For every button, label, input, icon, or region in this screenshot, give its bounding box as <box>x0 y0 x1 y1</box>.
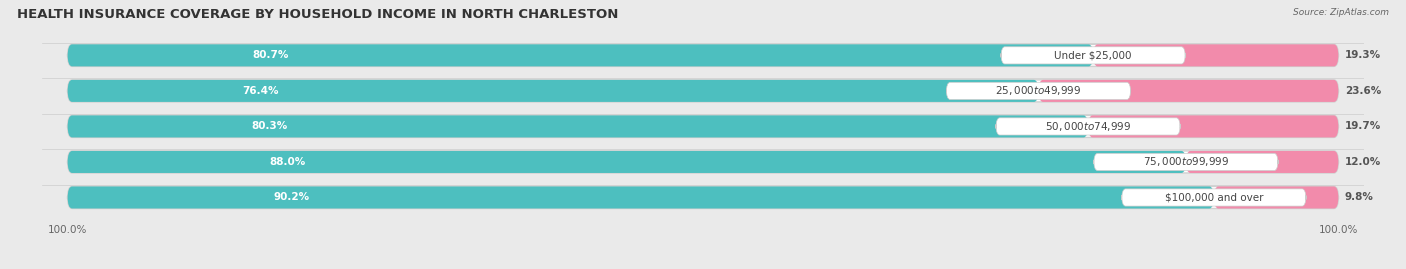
FancyBboxPatch shape <box>67 151 1339 173</box>
FancyBboxPatch shape <box>995 118 1180 135</box>
Text: 90.2%: 90.2% <box>274 193 311 203</box>
FancyBboxPatch shape <box>67 80 1039 102</box>
Text: 88.0%: 88.0% <box>269 157 305 167</box>
FancyBboxPatch shape <box>67 80 1339 102</box>
FancyBboxPatch shape <box>67 151 1185 173</box>
Text: $25,000 to $49,999: $25,000 to $49,999 <box>995 84 1081 97</box>
FancyBboxPatch shape <box>1185 151 1339 173</box>
FancyBboxPatch shape <box>1213 186 1339 208</box>
Text: 19.7%: 19.7% <box>1344 121 1381 132</box>
Text: 80.7%: 80.7% <box>252 50 288 60</box>
Text: 23.6%: 23.6% <box>1344 86 1381 96</box>
FancyBboxPatch shape <box>946 82 1130 100</box>
Text: 19.3%: 19.3% <box>1344 50 1381 60</box>
Legend: With Coverage, Without Coverage: With Coverage, Without Coverage <box>593 268 813 269</box>
Text: Source: ZipAtlas.com: Source: ZipAtlas.com <box>1294 8 1389 17</box>
Text: 80.3%: 80.3% <box>252 121 288 132</box>
Text: $50,000 to $74,999: $50,000 to $74,999 <box>1045 120 1132 133</box>
Text: 9.8%: 9.8% <box>1344 193 1374 203</box>
FancyBboxPatch shape <box>67 44 1339 66</box>
FancyBboxPatch shape <box>1094 153 1278 171</box>
FancyBboxPatch shape <box>1088 115 1339 137</box>
Text: HEALTH INSURANCE COVERAGE BY HOUSEHOLD INCOME IN NORTH CHARLESTON: HEALTH INSURANCE COVERAGE BY HOUSEHOLD I… <box>17 8 619 21</box>
Text: Under $25,000: Under $25,000 <box>1054 50 1132 60</box>
FancyBboxPatch shape <box>1001 47 1185 64</box>
FancyBboxPatch shape <box>67 115 1339 137</box>
Text: 12.0%: 12.0% <box>1344 157 1381 167</box>
FancyBboxPatch shape <box>67 186 1213 208</box>
FancyBboxPatch shape <box>67 44 1092 66</box>
FancyBboxPatch shape <box>1092 44 1339 66</box>
Text: 76.4%: 76.4% <box>242 86 278 96</box>
FancyBboxPatch shape <box>1122 189 1306 206</box>
Text: $100,000 and over: $100,000 and over <box>1164 193 1263 203</box>
FancyBboxPatch shape <box>67 115 1088 137</box>
FancyBboxPatch shape <box>1039 80 1339 102</box>
FancyBboxPatch shape <box>67 186 1339 208</box>
Text: $75,000 to $99,999: $75,000 to $99,999 <box>1143 155 1229 168</box>
